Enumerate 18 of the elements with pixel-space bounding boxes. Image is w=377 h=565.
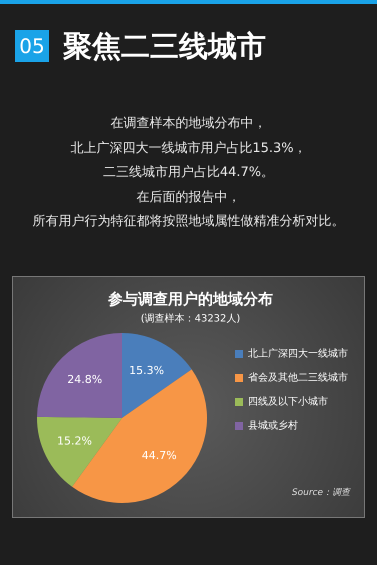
legend-label: 四线及以下小城市 (248, 396, 328, 408)
text: 二三线城市用户占比44.7%。 (102, 164, 276, 182)
chart-title: 参与调查用户的地域分布 (107, 290, 273, 308)
text: 05 (15, 30, 49, 62)
legend-label: 县城或乡村 (248, 420, 298, 432)
chart-subtitle: (调查样本：43232人) (140, 312, 240, 325)
legend-label: 省会及其他二三线城市 (248, 372, 348, 384)
data-label: 15.2% (57, 434, 92, 448)
text: 所有用户行为特征都将按照地域属性做精准分析对比。 (32, 213, 346, 231)
data-label: 24.8% (67, 373, 102, 386)
text: 在调查样本的地域分布中， (110, 115, 268, 133)
data-label: 44.7% (142, 448, 177, 462)
text: 在后面的报告中， (136, 188, 242, 206)
text: 聚焦二三线城市 (63, 28, 266, 65)
data-label: 15.3% (129, 364, 164, 377)
legend-label: 北上广深四大一线城市 (248, 348, 348, 360)
source-note: Source：调查 (292, 486, 350, 499)
text: 北上广深四大一线城市用户占比15.3%， (69, 140, 308, 158)
